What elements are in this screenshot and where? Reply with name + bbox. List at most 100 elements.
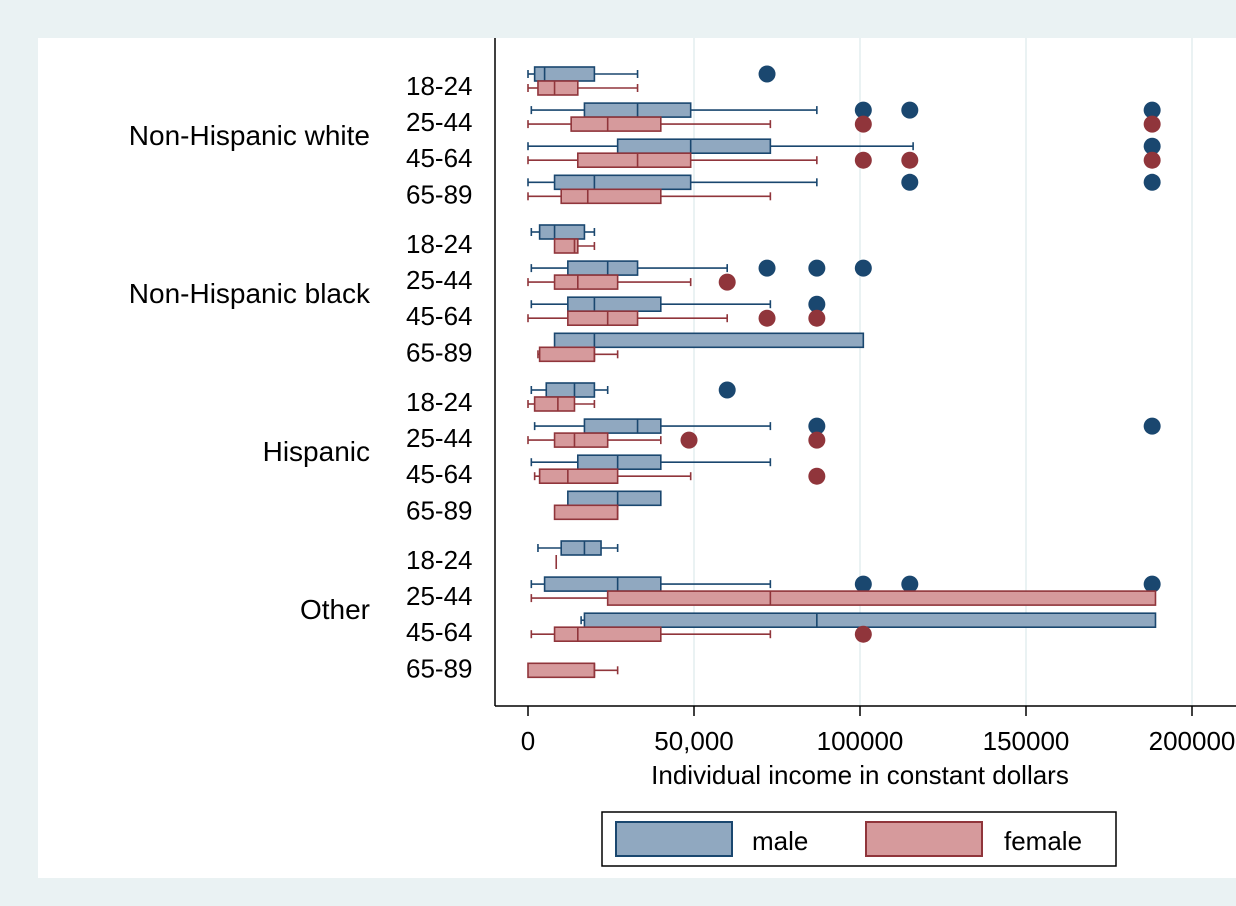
male-outlier [1143,101,1161,119]
female-box [527,188,772,205]
x-tick-label: 200000 [1149,726,1236,756]
legend: male female [601,811,1117,867]
row-label: 45-64 [406,459,473,489]
female-iqr-box [567,310,639,327]
female-iqr-box [606,590,1157,606]
male-outlier [808,295,826,313]
male-box [580,612,1157,629]
female-outlier [808,309,826,327]
group-label: Non-Hispanic black [129,278,371,309]
male-outlier [854,101,872,119]
male-outlier [718,381,736,399]
female-iqr-box [553,238,579,254]
male-iqr-box [560,540,602,556]
male-box [567,490,662,507]
box-series [527,65,1161,679]
row-label: 65-89 [406,653,473,683]
row-label: 25-44 [406,265,473,295]
row-label: 45-64 [406,617,473,647]
male-iqr-box [567,296,662,313]
female-box [527,309,826,327]
male-iqr-box [616,138,772,154]
row-label: 65-89 [406,179,473,209]
row-label: 18-24 [406,387,473,417]
female-iqr-box [538,346,596,363]
x-tick-label: 100000 [817,726,904,756]
female-outlier [1143,115,1161,133]
row-label: 45-64 [406,301,473,331]
male-iqr-box [553,332,865,349]
row-label: 65-89 [406,495,473,525]
female-iqr-box [553,504,619,521]
female-iqr-box [560,188,662,205]
female-outlier [854,151,872,169]
male-box [530,224,596,240]
female-outlier [808,431,826,449]
female-iqr-box [537,80,579,96]
row-label: 18-24 [406,229,473,259]
male-iqr-box [583,418,662,434]
male-iqr-box [583,612,1157,629]
group-label: Hispanic [263,436,370,467]
legend-male-swatch [615,821,733,857]
group-label: Other [300,594,370,625]
male-outlier [808,417,826,435]
male-iqr-box [545,382,596,398]
female-outlier [854,115,872,133]
female-box [537,346,619,363]
x-tick-label: 50,000 [654,726,734,756]
male-outlier [758,65,776,83]
male-iqr-box [538,224,586,240]
male-box [533,417,1161,435]
female-outlier [854,625,872,643]
male-box [527,65,776,83]
male-box [530,259,872,277]
female-outlier [718,273,736,291]
x-tick-label: 0 [521,726,535,756]
female-box [527,115,1161,133]
female-box [533,467,826,485]
male-box [530,454,772,471]
male-iqr-box [567,490,662,507]
male-outlier [901,101,919,119]
row-label: 45-64 [406,143,473,173]
female-box [530,590,1157,606]
x-axis-title: Individual income in constant dollars [651,760,1069,790]
female-box [527,431,826,449]
female-box [527,662,619,679]
legend-female-swatch [865,821,983,857]
male-box [537,540,619,556]
male-box [530,101,1161,119]
female-outlier [758,309,776,327]
male-iqr-box [533,66,596,82]
female-iqr-box [553,626,662,643]
female-iqr-box [553,274,619,290]
male-box [530,381,736,399]
female-outlier [901,151,919,169]
category-labels: 18-24 25-44 45-64 65-89 Non-Hispanic white 18… [129,71,473,683]
row-label: 65-89 [406,337,473,367]
male-box [527,137,1161,155]
male-outlier [1143,417,1161,435]
row-label: 25-44 [406,107,473,137]
female-iqr-box [576,152,692,168]
male-iqr-box [576,454,662,471]
male-box [530,575,1161,593]
female-outlier [1143,151,1161,169]
male-box [553,332,865,349]
female-box [527,273,736,291]
male-outlier [808,259,826,277]
female-box [527,80,639,96]
female-iqr-box [553,432,609,448]
group-label: Non-Hispanic white [129,120,370,151]
male-iqr-box [567,260,639,276]
row-label: 18-24 [406,545,473,575]
female-iqr-box [527,662,596,679]
male-outlier [1143,137,1161,155]
female-box [553,504,619,521]
row-label: 18-24 [406,71,473,101]
female-iqr-box [538,468,619,485]
male-iqr-box [543,576,662,592]
male-outlier [1143,173,1161,191]
